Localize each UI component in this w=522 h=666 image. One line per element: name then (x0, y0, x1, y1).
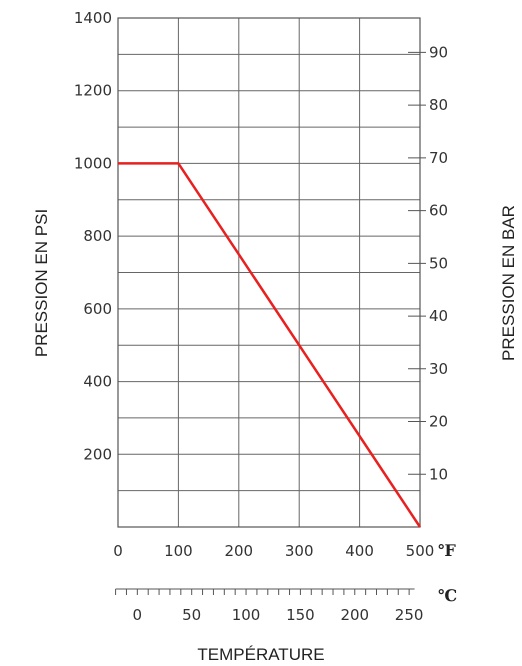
celsius-tick-label: 200 (340, 606, 369, 624)
fahrenheit-tick-label: 400 (345, 542, 374, 560)
psi-tick-label: 800 (83, 227, 112, 245)
celsius-axis: 0 50 100 150 200 250 (115, 588, 424, 624)
psi-tick-label: 400 (83, 373, 112, 391)
bar-tick-label: 70 (429, 149, 448, 167)
plot-border (117, 17, 421, 528)
left-axis-title: PRESSION EN PSI (32, 209, 51, 357)
psi-tick-label: 200 (83, 445, 112, 463)
bar-tick-label: 60 (429, 202, 448, 220)
bar-tick-label: 40 (429, 307, 448, 325)
x-axis-title: TEMPÉRATURE (197, 645, 324, 664)
fahrenheit-tick-label: 100 (164, 542, 193, 560)
psi-tick-label: 600 (83, 300, 112, 318)
bar-tick-label: 80 (429, 96, 448, 114)
celsius-tick-label: 100 (232, 606, 261, 624)
celsius-tick-label: 250 (395, 606, 424, 624)
psi-tick-label: 1400 (74, 9, 112, 27)
fahrenheit-tick-label: 500 (406, 542, 435, 560)
celsius-unit-label: ℃ (438, 586, 457, 605)
bar-tick-label: 20 (429, 413, 448, 431)
celsius-tick-label: 150 (286, 606, 315, 624)
series-line (118, 162, 422, 528)
bar-tick-label: 10 (429, 465, 448, 483)
bar-tick-label: 90 (429, 43, 448, 61)
psi-tick-label: 1000 (74, 154, 112, 172)
series-layer (118, 162, 422, 528)
fahrenheit-tick-label: 0 (113, 542, 123, 560)
grid (118, 18, 420, 527)
fahrenheit-tick-label: 200 (224, 542, 253, 560)
bar-tick-label: 50 (429, 254, 448, 272)
fahrenheit-unit-label: ℉ (438, 541, 456, 560)
plot-frame (117, 17, 421, 528)
bar-tick-label: 30 (429, 360, 448, 378)
celsius-tick-label: 50 (182, 606, 201, 624)
fahrenheit-tick-label: 300 (285, 542, 314, 560)
right-axis-title: PRESSION EN BAR (499, 205, 518, 361)
celsius-tick-label: 0 (133, 606, 143, 624)
psi-tick-label: 1200 (74, 82, 112, 100)
bar-axis: 10 20 30 40 50 60 70 80 90 (408, 43, 448, 483)
fahrenheit-axis: 0 100 200 300 400 500 (113, 542, 434, 560)
psi-axis: 200 400 600 800 1000 1200 1400 (74, 9, 112, 463)
